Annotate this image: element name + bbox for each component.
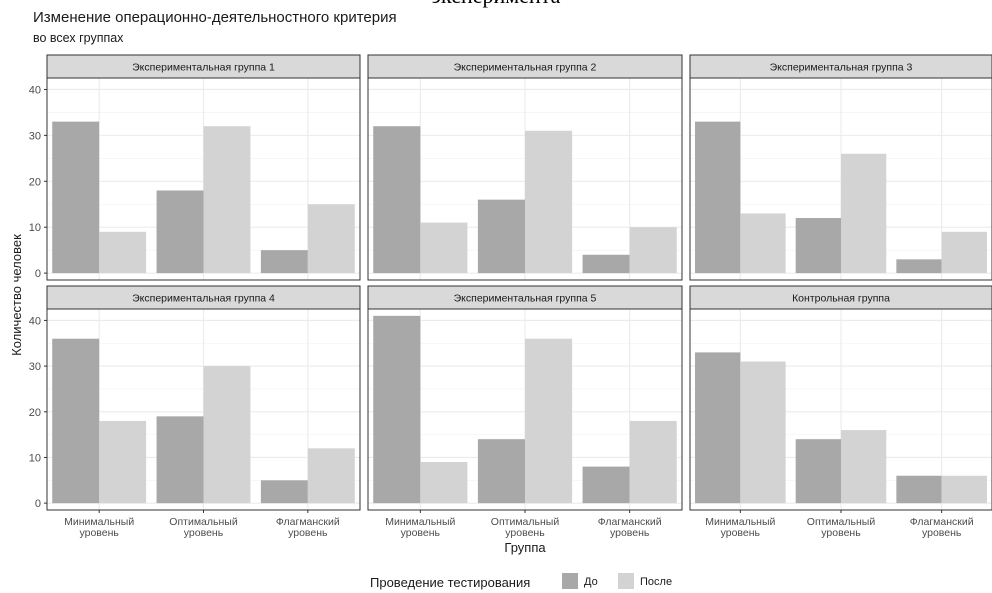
y-tick-label: 30 [29, 130, 41, 142]
bar-after [307, 204, 355, 274]
y-tick-label: 40 [29, 84, 41, 96]
panel-border [46, 77, 361, 281]
bar-after [307, 448, 355, 504]
facet-title: Экспериментальная группа 5 [454, 293, 597, 305]
legend-label-after: После [640, 576, 673, 588]
x-tick-label: Минимальный [64, 516, 134, 528]
bar-after [841, 430, 887, 504]
x-tick-label: уровень [610, 527, 650, 539]
bar-after [629, 227, 677, 274]
x-axis-title: Группа [504, 540, 546, 555]
bar-before [477, 199, 525, 274]
facet-title: Контрольная группа [792, 293, 890, 305]
bar-before [695, 352, 741, 504]
bar-after [740, 361, 786, 504]
y-tick-label: 0 [35, 268, 41, 280]
y-tick-label: 10 [29, 222, 41, 234]
x-tick-label: Минимальный [705, 516, 775, 528]
chart-subtitle: во всех группах [33, 31, 124, 45]
bar-after [420, 462, 468, 504]
bar-after [99, 231, 147, 274]
x-tick-label: уровень [184, 527, 224, 539]
bar-before [582, 254, 630, 274]
bar-before [156, 190, 204, 274]
bar-before [260, 480, 308, 504]
bar-after [525, 130, 573, 274]
bar-before [156, 416, 204, 504]
x-tick-label: Оптимальный [491, 516, 560, 528]
x-tick-label: уровень [721, 527, 761, 539]
x-tick-label: Оптимальный [807, 516, 876, 528]
bar-before [896, 259, 942, 274]
y-tick-label: 40 [29, 315, 41, 327]
y-tick-label: 0 [35, 498, 41, 510]
bar-after [841, 153, 887, 274]
x-tick-label: Флагманский [910, 516, 974, 528]
bar-before [477, 439, 525, 504]
bar-after [203, 366, 251, 504]
x-tick-label: Оптимальный [169, 516, 238, 528]
facet-title: Экспериментальная группа 4 [132, 293, 275, 305]
x-tick-label: уровень [505, 527, 545, 539]
x-tick-label: уровень [288, 527, 328, 539]
legend-key-after [618, 573, 634, 589]
panel-border [689, 77, 992, 281]
x-tick-label: Флагманский [276, 516, 340, 528]
legend-title: Проведение тестирования [370, 575, 531, 590]
y-tick-label: 10 [29, 452, 41, 464]
bar-before [582, 466, 630, 504]
bar-after [740, 213, 786, 274]
bar-before [373, 126, 421, 274]
bar-after [99, 420, 147, 504]
chart-title: Изменение операционно-деятельностного кр… [33, 9, 397, 26]
x-tick-label: уровень [821, 527, 861, 539]
x-tick-label: уровень [79, 527, 119, 539]
bar-before [260, 250, 308, 274]
bar-before [795, 218, 841, 274]
bar-after [941, 231, 987, 274]
bar-after [629, 420, 677, 504]
bar-after [525, 338, 573, 504]
bar-after [941, 475, 987, 504]
facet-title: Экспериментальная группа 1 [132, 62, 275, 74]
bar-before [695, 121, 741, 274]
x-tick-label: уровень [922, 527, 962, 539]
y-tick-label: 20 [29, 407, 41, 419]
bar-before [52, 338, 100, 504]
bar-before [373, 315, 421, 504]
y-axis-title: Количество человек [9, 234, 24, 356]
bar-after [203, 126, 251, 274]
cut-off-title: эксперимента [0, 0, 992, 9]
facet-title: Экспериментальная группа 3 [770, 62, 913, 74]
x-tick-label: Минимальный [385, 516, 455, 528]
legend: Проведение тестирования До После [0, 572, 992, 592]
x-tick-label: Флагманский [598, 516, 662, 528]
x-tick-label: уровень [401, 527, 441, 539]
bar-before [52, 121, 100, 274]
bar-after [420, 222, 468, 274]
y-tick-label: 20 [29, 176, 41, 188]
legend-key-before [562, 573, 578, 589]
bar-before [896, 475, 942, 504]
panel-border [367, 77, 683, 281]
facet-title: Экспериментальная группа 2 [454, 62, 597, 74]
legend-label-before: До [584, 576, 598, 588]
bar-before [795, 439, 841, 504]
y-tick-label: 30 [29, 361, 41, 373]
